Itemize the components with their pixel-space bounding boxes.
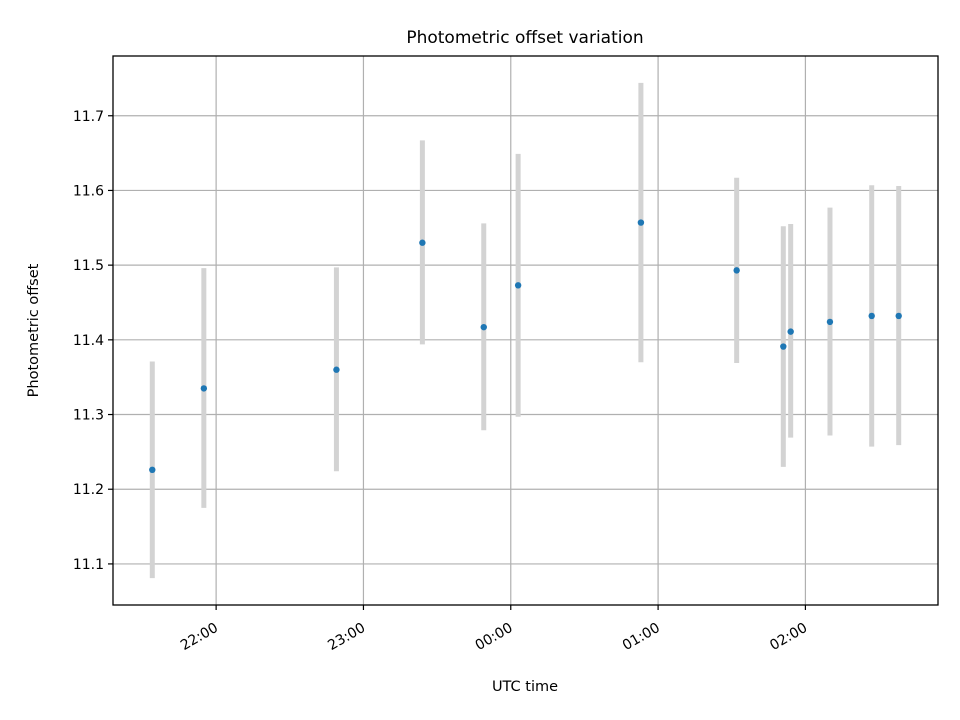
x-tick-label: 00:00 xyxy=(473,620,516,654)
y-tick-label: 11.3 xyxy=(73,408,104,424)
data-point xyxy=(480,323,487,331)
x-axis-label: UTC time xyxy=(492,679,558,695)
x-tick-label: 22:00 xyxy=(178,620,221,654)
y-tick-label: 11.6 xyxy=(73,183,104,199)
chart-title: Photometric offset variation xyxy=(406,28,643,48)
x-tick-label: 01:00 xyxy=(620,620,663,654)
data-point xyxy=(826,318,834,326)
data-point xyxy=(787,328,794,335)
y-tick-label: 11.4 xyxy=(73,333,104,349)
x-axis: 22:00 23:00 00:00 01:00 02:00 xyxy=(178,605,810,654)
plot-frame xyxy=(112,55,939,606)
y-axis-label: Photometric offset xyxy=(26,263,42,397)
y-tick-label: 11.7 xyxy=(73,109,104,125)
data-point xyxy=(149,466,156,474)
x-tick-label: 02:00 xyxy=(767,620,810,654)
x-tick-label: 23:00 xyxy=(325,620,368,654)
data-point xyxy=(200,385,208,392)
data-point xyxy=(637,219,645,226)
data-points xyxy=(149,219,902,474)
y-tick-label: 11.5 xyxy=(73,258,104,274)
y-tick-label: 11.1 xyxy=(73,557,104,573)
data-point xyxy=(333,366,340,373)
y-axis: 11.1 11.2 11.3 11.4 11.5 11.6 11.7 xyxy=(73,109,113,573)
data-point xyxy=(780,343,787,350)
grid xyxy=(113,56,938,605)
data-point xyxy=(419,239,426,246)
data-point xyxy=(733,267,740,274)
data-point xyxy=(868,312,875,320)
y-tick-label: 11.2 xyxy=(73,482,104,498)
data-point xyxy=(514,282,522,289)
error-bars xyxy=(149,82,902,579)
data-point xyxy=(895,312,902,320)
